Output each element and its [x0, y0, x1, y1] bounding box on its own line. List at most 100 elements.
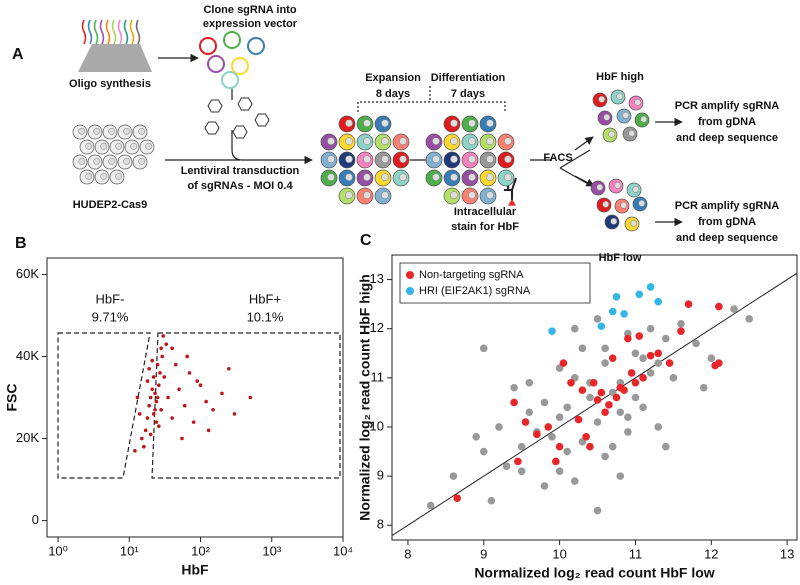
legend-label: Non-targeting sgRNA	[419, 269, 524, 281]
nucleus	[486, 191, 494, 200]
point	[684, 300, 693, 308]
nucleus	[138, 157, 146, 165]
point	[142, 444, 146, 449]
nucleus	[616, 92, 624, 100]
nucleus	[602, 200, 610, 208]
step-text: stain for HbF	[451, 221, 519, 233]
point	[699, 383, 708, 392]
point	[646, 369, 655, 377]
point	[159, 408, 163, 412]
nucleus	[640, 115, 648, 123]
oligo-strand	[99, 19, 105, 45]
point	[593, 396, 602, 404]
nucleus	[78, 127, 86, 135]
nucleus	[468, 137, 476, 146]
point	[487, 496, 496, 505]
point	[563, 403, 571, 412]
step-text: PCR amplify sgRNA	[675, 100, 780, 112]
step-text: and deep sequence	[676, 232, 778, 244]
nucleus	[138, 127, 146, 135]
point	[177, 387, 181, 392]
point	[677, 319, 685, 328]
point	[605, 401, 613, 409]
point	[707, 354, 716, 362]
x-tick-label: 13	[780, 546, 794, 561]
nucleus	[450, 137, 458, 146]
gates	[57, 332, 341, 479]
step-text: Lentiviral transduction	[181, 165, 300, 177]
x-tick-label: 12	[704, 546, 718, 561]
point	[449, 472, 458, 480]
point	[586, 393, 594, 402]
nucleus	[145, 142, 153, 150]
point	[517, 442, 526, 451]
point	[148, 395, 153, 400]
point	[578, 386, 587, 394]
point	[646, 351, 655, 360]
point	[479, 447, 488, 456]
nucleus	[381, 191, 389, 200]
point	[601, 452, 609, 461]
point	[616, 408, 625, 417]
point	[639, 374, 647, 382]
point	[145, 416, 150, 420]
oligo-strand	[135, 19, 141, 45]
nucleus	[450, 191, 458, 200]
point	[195, 379, 200, 383]
point	[191, 420, 196, 424]
point	[164, 342, 169, 346]
step-text: Intracellular	[454, 206, 517, 218]
point	[548, 327, 556, 335]
point	[593, 418, 602, 426]
x-tick-label: 10	[552, 546, 566, 561]
point	[161, 334, 166, 338]
nucleus	[468, 191, 476, 200]
point	[624, 413, 632, 421]
plasmid	[223, 31, 241, 49]
point	[624, 428, 632, 436]
point	[153, 391, 157, 396]
nucleus	[123, 127, 131, 135]
nucleus	[486, 119, 494, 128]
y-tick-label: 60K	[16, 266, 39, 281]
nucleus	[504, 155, 512, 164]
gate-label: 10.1%	[247, 309, 284, 324]
nucleus	[345, 155, 353, 164]
point	[654, 359, 663, 367]
nucleus	[614, 181, 622, 189]
point	[525, 408, 534, 417]
point	[151, 412, 156, 416]
point	[593, 506, 602, 515]
nucleus	[115, 142, 123, 150]
nucleus	[432, 173, 440, 182]
x-tick-label: 10⁴	[333, 543, 353, 558]
point	[635, 332, 644, 340]
cell-icons	[72, 89, 650, 232]
nucleus	[327, 137, 335, 146]
nucleus	[620, 201, 628, 209]
point	[220, 391, 224, 396]
point	[533, 430, 541, 439]
point	[589, 378, 598, 387]
oligo-strand	[93, 19, 99, 45]
point	[248, 395, 253, 400]
step-text: FACS	[543, 152, 572, 164]
oligo-strand	[105, 19, 111, 45]
point	[597, 322, 606, 331]
y-axis-label: FSC	[4, 384, 20, 412]
y-tick-label: 8	[377, 517, 384, 532]
point	[227, 366, 231, 371]
virus	[207, 99, 223, 113]
point	[552, 457, 560, 466]
point	[639, 403, 647, 412]
nucleus	[432, 155, 440, 164]
point	[540, 398, 549, 407]
point	[601, 359, 609, 367]
point	[140, 436, 144, 441]
nucleus	[486, 155, 494, 164]
point	[608, 354, 617, 362]
point	[654, 423, 663, 431]
point	[158, 371, 162, 375]
point	[510, 398, 518, 407]
